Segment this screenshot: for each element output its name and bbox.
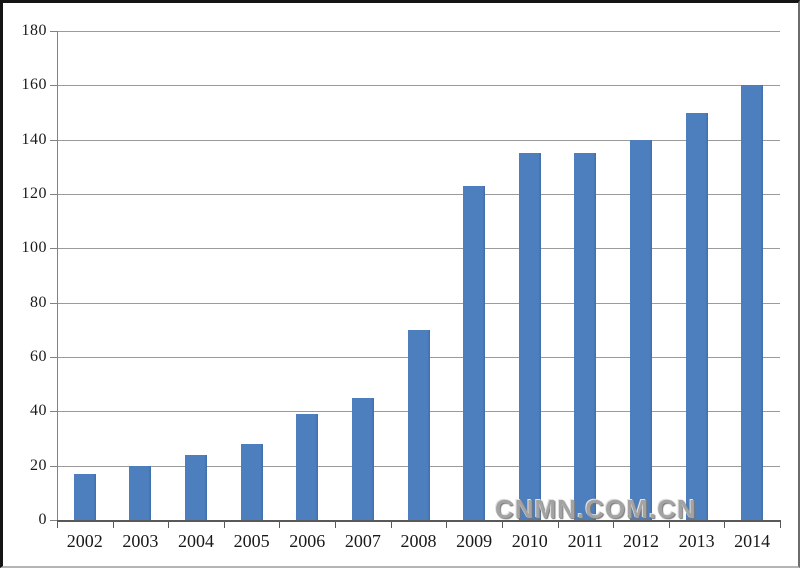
- x-axis-label: 2014: [734, 531, 771, 551]
- x-axis-label: 2008: [400, 531, 437, 551]
- bar-2005: [240, 443, 263, 520]
- y-axis-tick: [50, 465, 57, 467]
- y-axis-tick: [50, 194, 57, 195]
- x-axis-label: 2012: [622, 531, 659, 551]
- x-axis-label: 2011: [567, 531, 603, 551]
- x-axis-label: 2010: [511, 531, 548, 551]
- y-axis-label: 80: [30, 293, 47, 311]
- x-axis-tick: [724, 522, 726, 528]
- y-axis-tick: [50, 302, 57, 304]
- x-axis-label: 2009: [456, 531, 493, 551]
- gridline: [57, 139, 780, 141]
- gridline: [57, 31, 780, 32]
- y-axis-label: 60: [30, 348, 47, 365]
- x-axis-label: 2005: [233, 531, 270, 551]
- y-axis-tick: [50, 411, 57, 413]
- bar-2010: [518, 153, 541, 520]
- y-axis-tick: [50, 248, 57, 250]
- gridline: [57, 248, 780, 250]
- x-axis-tick: [501, 522, 503, 528]
- x-axis-tick: [335, 522, 337, 528]
- y-axis-tick: [50, 357, 57, 358]
- y-axis-label: 180: [21, 22, 47, 39]
- x-axis-tick: [557, 522, 559, 528]
- x-axis-label: 2003: [122, 531, 159, 551]
- y-axis-label: 160: [21, 76, 47, 94]
- bar-2014: [741, 85, 764, 520]
- gridline: [57, 194, 780, 195]
- y-axis-tick: [50, 31, 57, 32]
- x-axis-tick: [780, 522, 781, 528]
- bar-2008: [407, 329, 430, 520]
- y-axis-label: 0: [38, 511, 47, 528]
- gridline: [57, 302, 780, 304]
- bar-2002: [73, 473, 96, 520]
- gridline: [57, 85, 780, 87]
- bar-2009: [463, 185, 486, 520]
- x-axis-tick: [279, 522, 281, 528]
- x-axis-label: 2004: [178, 531, 215, 551]
- x-axis-tick: [390, 522, 392, 528]
- x-axis-tick: [112, 522, 114, 528]
- x-axis-label: 2007: [344, 531, 381, 551]
- x-axis-label: 2002: [66, 531, 103, 551]
- y-axis-tick: [50, 139, 57, 141]
- bar-2006: [296, 414, 319, 520]
- y-axis-line: [57, 31, 58, 521]
- bar-2011: [574, 153, 597, 520]
- y-axis-tick: [50, 520, 57, 521]
- x-axis-tick: [668, 522, 670, 528]
- y-axis-label: 140: [21, 130, 47, 148]
- y-axis-label: 20: [30, 456, 47, 474]
- bar-2007: [351, 397, 374, 520]
- y-axis-label: 100: [21, 239, 47, 257]
- x-axis-line: [57, 520, 781, 522]
- x-axis-tick: [57, 522, 58, 528]
- plot-area: [57, 31, 780, 520]
- y-axis-tick: [50, 85, 57, 87]
- x-axis-tick: [168, 522, 170, 528]
- x-axis-tick: [613, 522, 615, 528]
- y-axis-label: 120: [21, 185, 47, 202]
- x-axis-label: 2006: [289, 531, 326, 551]
- bar-2012: [629, 139, 652, 520]
- watermark: CNMN.COM.CN: [495, 494, 697, 524]
- bar-2004: [185, 454, 208, 520]
- x-axis-tick: [223, 522, 225, 528]
- x-axis-label: 2013: [678, 531, 715, 551]
- bar-2013: [685, 112, 708, 520]
- x-axis-tick: [446, 522, 448, 528]
- y-axis-label: 40: [30, 402, 47, 420]
- bar-2003: [129, 465, 152, 520]
